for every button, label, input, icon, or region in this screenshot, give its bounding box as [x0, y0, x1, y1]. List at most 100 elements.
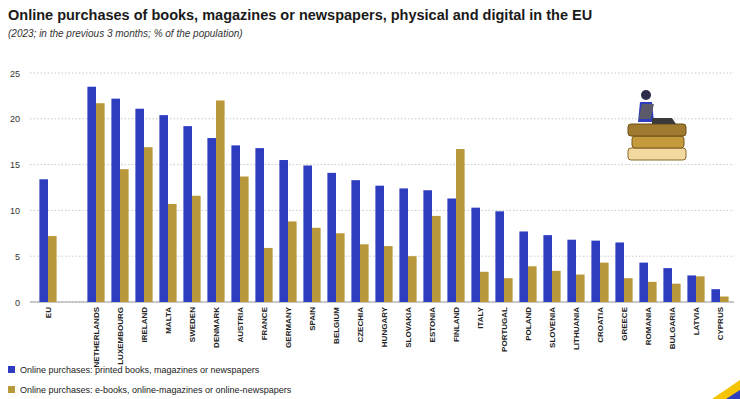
bar: [399, 188, 408, 302]
y-tick-label: 5: [15, 252, 20, 262]
bar: [495, 211, 504, 302]
bar: [576, 275, 585, 302]
bar: [120, 169, 129, 302]
y-tick-label: 25: [10, 69, 20, 79]
bar: [303, 166, 312, 302]
subtitle: (2023; in the previous 3 months; % of th…: [8, 28, 243, 39]
decorative-icon: [628, 90, 686, 160]
x-tick-label: ROMANIA: [644, 307, 653, 345]
bar: [240, 177, 249, 302]
book: [632, 136, 684, 148]
bar: [87, 87, 96, 302]
bar: [720, 297, 729, 302]
x-tick-label: CZECHIA: [356, 307, 365, 343]
bar: [687, 275, 696, 302]
bar: [519, 231, 528, 302]
x-tick-label: CROATIA: [596, 307, 605, 343]
bar: [567, 240, 576, 302]
bar: [591, 241, 600, 302]
bar: [336, 233, 345, 302]
corner-logo: [726, 390, 740, 399]
bar: [504, 278, 513, 302]
bar: [624, 278, 633, 302]
head: [641, 90, 651, 100]
x-tick-label: FRANCE: [260, 306, 269, 340]
bar: [471, 208, 480, 302]
bar: [312, 228, 321, 302]
x-tick-label: DENMARK: [212, 307, 221, 348]
bar: [216, 100, 225, 302]
bar: [456, 149, 465, 302]
x-tick-label: LATVIA: [692, 307, 701, 336]
bar: [144, 147, 153, 302]
bar: [711, 289, 720, 302]
x-tick-label: HUNGARY: [380, 306, 389, 347]
bar: [408, 256, 417, 302]
bars: [39, 87, 728, 302]
y-tick-label: 15: [10, 160, 20, 170]
bar: [39, 179, 48, 302]
bar: [288, 221, 297, 302]
x-tick-label: BELGIUM: [332, 307, 341, 344]
x-tick-label: FINLAND: [452, 307, 461, 342]
bar: [672, 284, 681, 302]
x-tick-label: SWEDEN: [188, 307, 197, 342]
bar: [375, 186, 384, 302]
x-tick-label: PORTUGAL: [500, 307, 509, 352]
bar: [663, 268, 672, 302]
bar: [648, 282, 657, 302]
y-tick-label: 10: [10, 206, 20, 216]
bar: [48, 236, 57, 302]
bar: [207, 138, 216, 302]
bar: [615, 242, 624, 302]
y-tick-label: 20: [10, 114, 20, 124]
bar: [327, 173, 336, 302]
bar: [192, 196, 201, 302]
x-tick-label: ITALY: [476, 306, 485, 328]
bar: [543, 235, 552, 302]
x-tick-label: SLOVENIA: [548, 307, 557, 348]
x-tick-label: AUSTRIA: [236, 307, 245, 343]
bar: [168, 204, 177, 302]
x-tick-label: CYPRUS: [716, 306, 725, 340]
x-tick-label: LITHUANIA: [572, 307, 581, 350]
bar: [600, 263, 609, 302]
grid-line: [30, 73, 734, 74]
x-tick-label: GREECE: [620, 306, 629, 340]
x-tick-label: GERMANY: [284, 306, 293, 348]
bar: [480, 272, 489, 302]
x-tick-label: NETHERLANDS: [92, 306, 101, 367]
bar: [696, 276, 705, 302]
bar: [351, 180, 360, 302]
x-tick-label: SLOVAKIA: [404, 307, 413, 348]
page: {"chart_data": {"type": "bar", "title": …: [0, 0, 740, 399]
bar: [159, 115, 168, 302]
x-tick-label: LUXEMBOURG: [116, 307, 125, 365]
bar: [231, 145, 240, 302]
legend-swatch: [8, 366, 15, 373]
book: [628, 124, 686, 136]
bar: [423, 190, 432, 302]
legend-label: Online purchases: printed books, magazin…: [20, 365, 260, 375]
bar: [279, 160, 288, 302]
laptop-screen: [639, 104, 654, 119]
laptop: [652, 118, 676, 124]
legend-label: Online purchases: e-books, online-magazi…: [20, 385, 292, 395]
corner-logo: [712, 380, 740, 399]
x-tick-label: EU: [44, 307, 53, 318]
bar: [135, 109, 144, 302]
bar: [447, 198, 456, 302]
x-tick-label: POLAND: [524, 307, 533, 341]
title: Online purchases of books, magazines or …: [8, 7, 592, 23]
book: [628, 148, 686, 160]
bar: [111, 99, 120, 302]
bar: [432, 216, 441, 302]
x-tick-label: IRELAND: [140, 307, 149, 343]
bar: [264, 248, 273, 302]
y-tick-label: 0: [15, 298, 20, 308]
bar: [552, 271, 561, 302]
x-tick-label: BULGARIA: [668, 307, 677, 349]
x-tick-label: ESTONIA: [428, 307, 437, 343]
x-tick-label: MALTA: [164, 307, 173, 334]
bar: [384, 246, 393, 302]
